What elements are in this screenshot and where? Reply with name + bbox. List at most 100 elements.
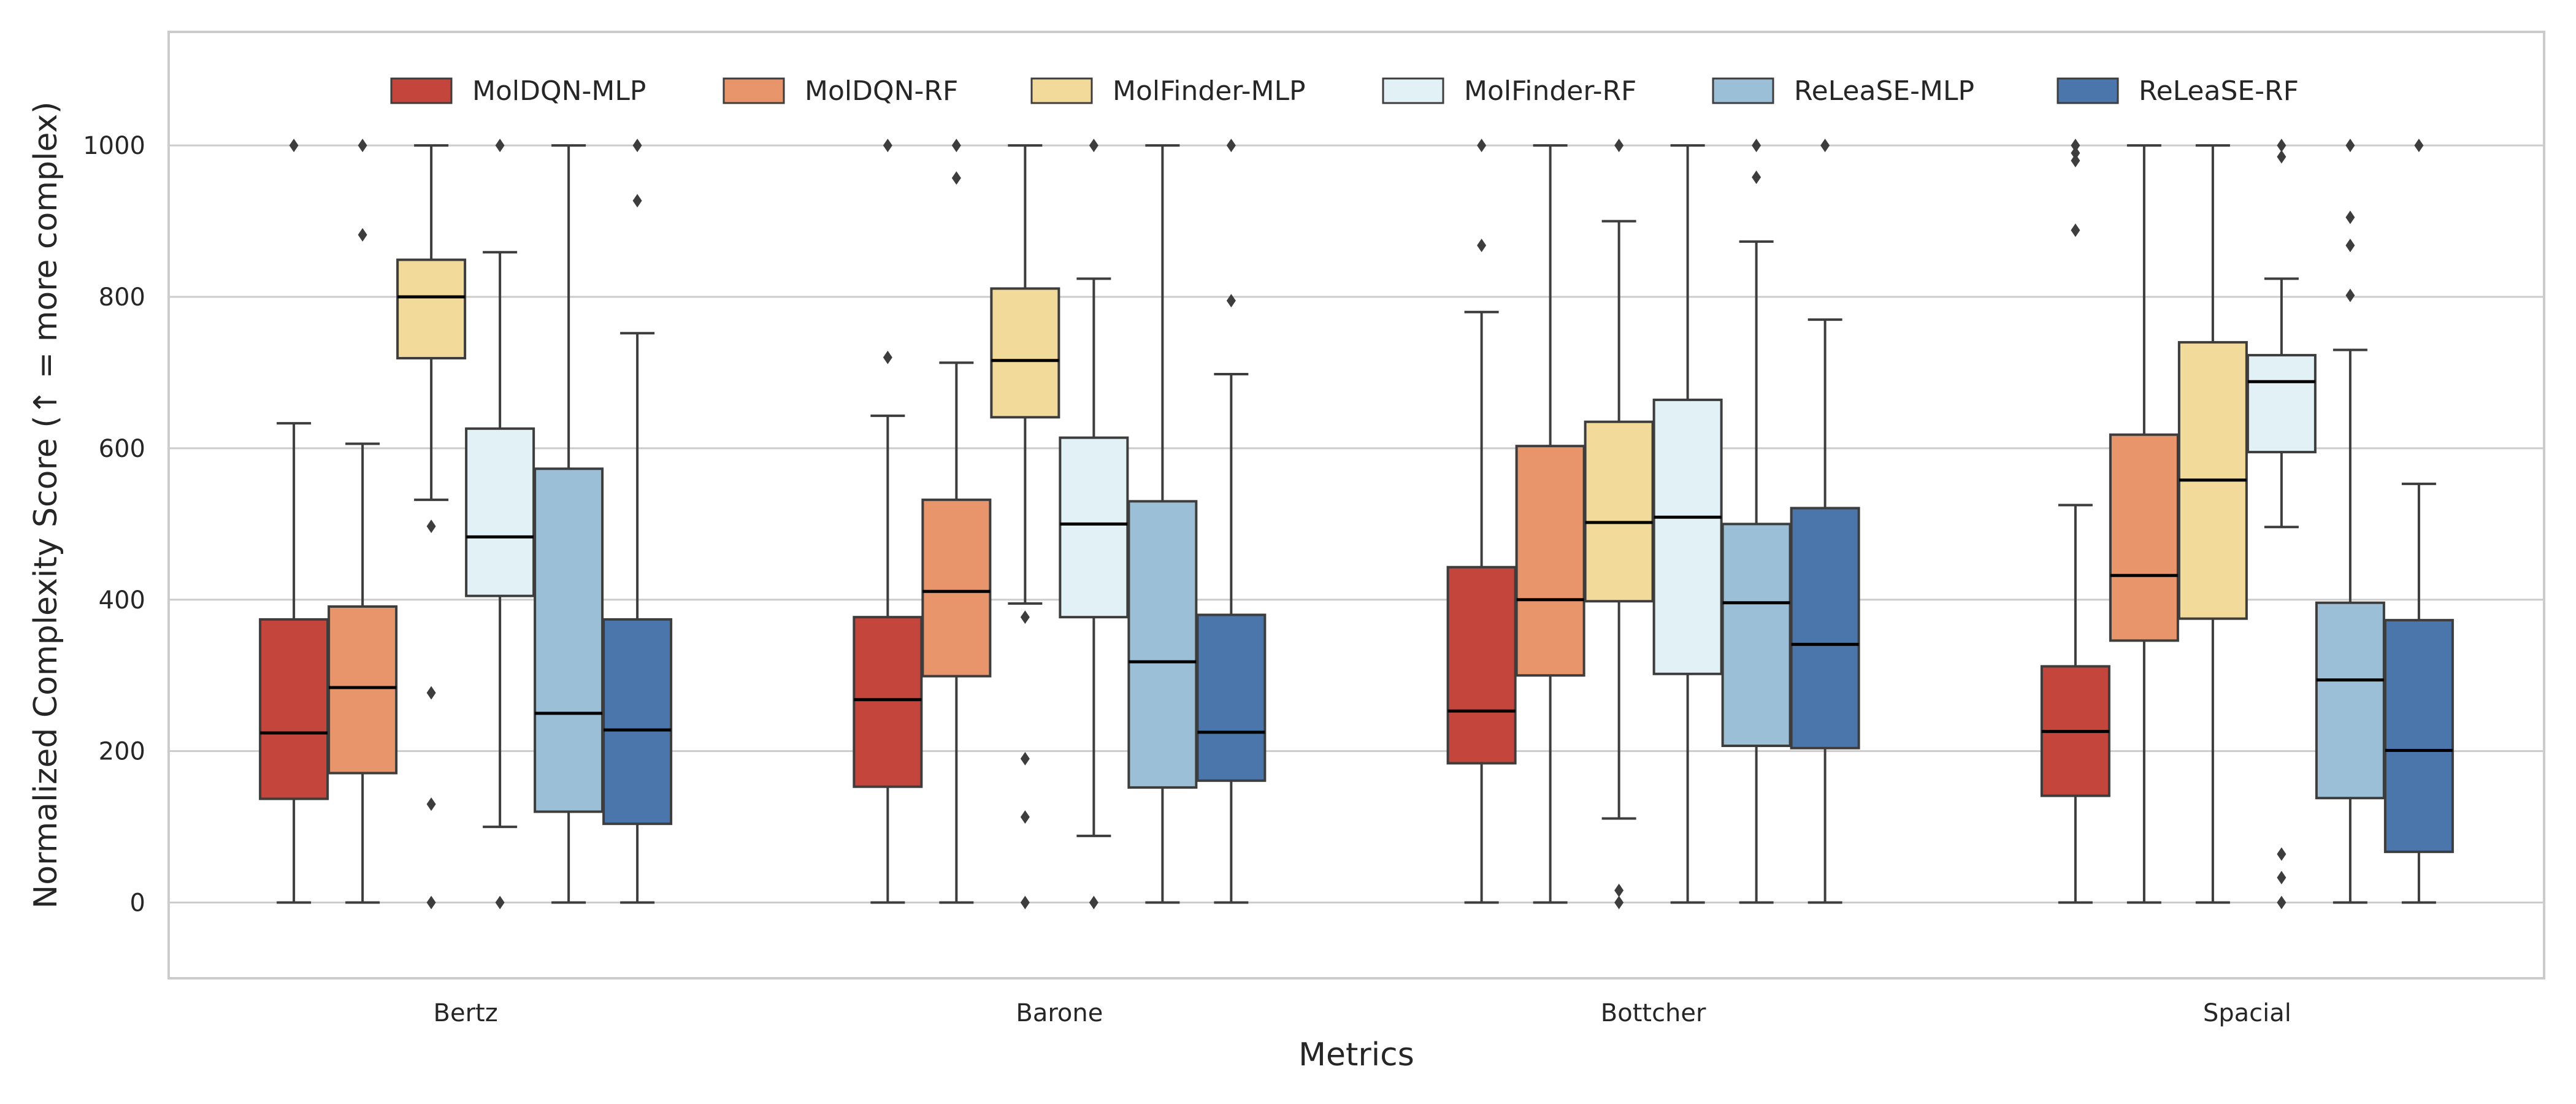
- legend-item: ReLeaSE-MLP: [1712, 75, 1974, 107]
- legend-item: MolDQN-RF: [723, 75, 958, 107]
- outlier-point: [1752, 139, 1761, 153]
- outlier-point: [632, 139, 642, 153]
- outlier-point: [2345, 139, 2355, 153]
- legend-swatch: [1382, 77, 1444, 104]
- outlier-point: [289, 139, 299, 153]
- outlier-point: [2277, 870, 2287, 884]
- y-tick-label: 400: [99, 586, 145, 615]
- box-moldqn-rf-barone: [921, 139, 992, 904]
- legend-item: MolDQN-MLP: [390, 75, 646, 107]
- box-molfinder-mlp-spacial: [2177, 144, 2248, 904]
- box-iqr: [465, 427, 535, 597]
- legend-label: MolFinder-RF: [1464, 75, 1636, 107]
- box-moldqn-rf-bertz: [328, 139, 398, 904]
- x-axis-label: Metrics: [1298, 1037, 1414, 1073]
- outlier-point: [1477, 239, 1487, 253]
- legend-swatch: [2057, 77, 2119, 104]
- outlier-point: [883, 139, 892, 153]
- outlier-point: [2277, 895, 2287, 910]
- box-iqr: [328, 605, 398, 775]
- legend-label: ReLeaSE-RF: [2139, 75, 2299, 107]
- outlier-point: [2277, 150, 2287, 164]
- outlier-point: [2345, 239, 2355, 253]
- x-tick-label: Barone: [1016, 999, 1103, 1027]
- legend-swatch: [390, 77, 453, 104]
- outlier-point: [1614, 139, 1624, 153]
- box-iqr: [1446, 565, 1517, 765]
- outlier-point: [1820, 139, 1830, 153]
- box-molfinder-rf-bertz: [465, 139, 535, 910]
- box-moldqn-mlp-bottcher: [1446, 139, 1517, 904]
- box-iqr: [259, 618, 329, 800]
- outlier-point: [1020, 610, 1030, 624]
- outlier-point: [2345, 288, 2355, 302]
- outlier-point: [2071, 146, 2080, 160]
- box-iqr: [921, 498, 992, 678]
- legend-label: MolFinder-MLP: [1113, 75, 1306, 107]
- legend-label: MolDQN-MLP: [472, 75, 646, 107]
- box-molfinder-mlp-barone: [990, 144, 1060, 910]
- box-molfinder-mlp-bertz: [396, 144, 467, 910]
- legend-label: MolDQN-RF: [805, 75, 958, 107]
- outlier-point: [1089, 139, 1098, 153]
- box-molfinder-rf-bottcher: [1652, 144, 1723, 904]
- x-tick-label: Bottcher: [1601, 999, 1706, 1027]
- box-release-mlp-bottcher: [1721, 139, 1792, 904]
- box-iqr: [1652, 398, 1723, 675]
- x-tick-labels: Bertz Barone Bottcher Spacial: [434, 999, 2291, 1027]
- outlier-point: [495, 895, 505, 910]
- outlier-point: [426, 895, 436, 910]
- outlier-point: [951, 171, 961, 185]
- y-tick-label: 200: [99, 738, 145, 766]
- box-iqr: [396, 258, 467, 360]
- box-iqr: [1127, 500, 1198, 789]
- box-iqr: [2383, 619, 2454, 853]
- outlier-point: [883, 350, 892, 364]
- box-iqr: [853, 616, 923, 788]
- outlier-point: [1614, 895, 1624, 910]
- box-iqr: [2109, 433, 2179, 642]
- box-iqr: [1059, 436, 1129, 619]
- outlier-point: [1020, 810, 1030, 824]
- legend-label: ReLeaSE-MLP: [1794, 75, 1974, 107]
- outlier-point: [1752, 171, 1761, 185]
- outlier-point: [2277, 847, 2287, 861]
- box-iqr: [1790, 507, 1860, 749]
- y-axis-label: Normalized Complexity Score (↑ = more co…: [28, 101, 64, 908]
- legend-swatch: [1712, 77, 1774, 104]
- box-iqr: [1515, 445, 1585, 677]
- box-iqr: [1584, 420, 1654, 603]
- box-release-mlp-spacial: [2315, 139, 2385, 904]
- x-tick-label: Spacial: [2203, 999, 2291, 1027]
- box-molfinder-rf-barone: [1059, 139, 1129, 910]
- box-iqr: [2315, 601, 2385, 800]
- outlier-point: [1614, 883, 1624, 897]
- outlier-point: [1089, 895, 1098, 910]
- box-moldqn-rf-bottcher: [1515, 144, 1585, 904]
- outlier-point: [358, 139, 367, 153]
- outlier-point: [2345, 210, 2355, 224]
- box-release-rf-barone: [1196, 139, 1267, 904]
- y-tick-label: 1000: [83, 132, 145, 160]
- outlier-point: [495, 139, 505, 153]
- outlier-point: [2071, 153, 2080, 167]
- box-release-mlp-barone: [1127, 144, 1198, 904]
- plot-frame: [167, 31, 2545, 979]
- box-moldqn-mlp-barone: [853, 139, 923, 904]
- outlier-point: [2277, 139, 2287, 153]
- outlier-point: [426, 519, 436, 534]
- outlier-point: [2071, 139, 2080, 153]
- outlier-point: [1477, 139, 1487, 153]
- legend-swatch: [1030, 77, 1093, 104]
- x-tick-label: Bertz: [434, 999, 498, 1027]
- box-iqr: [534, 467, 604, 813]
- box-iqr: [2246, 354, 2317, 454]
- outlier-point: [426, 797, 436, 811]
- outlier-point: [632, 194, 642, 208]
- legend-swatch: [723, 77, 785, 104]
- box-iqr: [1196, 613, 1267, 782]
- box-moldqn-mlp-spacial: [2040, 139, 2110, 904]
- outlier-point: [2071, 223, 2080, 237]
- box-molfinder-rf-spacial: [2246, 139, 2317, 910]
